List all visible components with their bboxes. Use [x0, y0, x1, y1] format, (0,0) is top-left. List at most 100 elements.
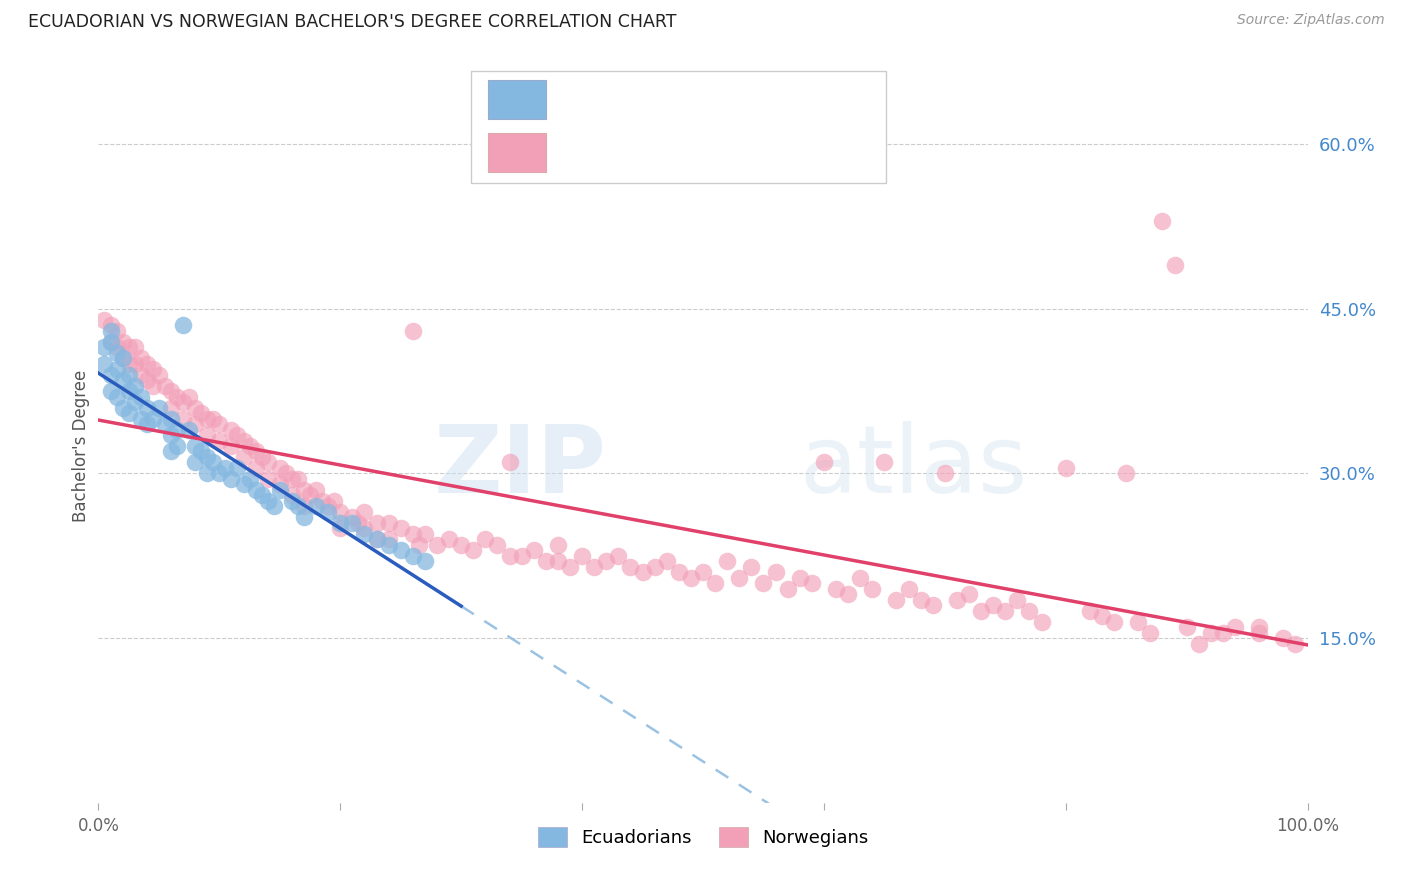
Point — [232, 434, 254, 448]
Point — [353, 526, 375, 541]
Point — [547, 554, 569, 568]
Point — [716, 554, 738, 568]
Point — [111, 373, 134, 387]
Point — [118, 384, 141, 398]
Point — [292, 500, 315, 514]
Point — [208, 434, 231, 448]
Point — [353, 505, 375, 519]
Point — [142, 411, 165, 425]
Point — [728, 571, 751, 585]
Point — [837, 587, 859, 601]
Point — [124, 357, 146, 371]
Point — [105, 324, 128, 338]
Point — [655, 554, 678, 568]
Point — [160, 401, 183, 415]
Point — [595, 554, 617, 568]
Point — [160, 411, 183, 425]
Point — [498, 455, 520, 469]
Point — [111, 351, 134, 366]
Point — [135, 373, 157, 387]
Point — [160, 444, 183, 458]
Point — [148, 368, 170, 382]
Point — [184, 439, 207, 453]
Point — [849, 571, 872, 585]
Point — [897, 582, 920, 596]
Text: R = -0.579: R = -0.579 — [558, 145, 655, 162]
Point — [287, 500, 309, 514]
Point — [263, 500, 285, 514]
Point — [124, 378, 146, 392]
Point — [105, 362, 128, 376]
Point — [226, 428, 249, 442]
Text: Source: ZipAtlas.com: Source: ZipAtlas.com — [1237, 13, 1385, 28]
Point — [292, 510, 315, 524]
Point — [269, 461, 291, 475]
Point — [190, 406, 212, 420]
Point — [1199, 625, 1222, 640]
Point — [510, 549, 533, 563]
Point — [347, 516, 370, 530]
Text: atlas: atlas — [800, 421, 1028, 514]
Text: ZIP: ZIP — [433, 421, 606, 514]
Point — [124, 395, 146, 409]
Point — [269, 483, 291, 497]
Point — [679, 571, 702, 585]
Point — [437, 533, 460, 547]
Point — [377, 538, 399, 552]
Point — [142, 378, 165, 392]
Point — [946, 592, 969, 607]
Point — [142, 362, 165, 376]
Point — [342, 510, 364, 524]
Point — [1249, 620, 1271, 634]
Point — [886, 592, 908, 607]
Point — [1249, 625, 1271, 640]
Point — [232, 477, 254, 491]
Point — [1272, 631, 1295, 645]
Point — [523, 543, 546, 558]
Point — [1128, 615, 1150, 629]
Legend: Ecuadorians, Norwegians: Ecuadorians, Norwegians — [530, 820, 876, 855]
Point — [299, 488, 322, 502]
Point — [111, 351, 134, 366]
Point — [873, 455, 896, 469]
Point — [202, 455, 225, 469]
Point — [981, 598, 1004, 612]
Point — [118, 406, 141, 420]
Point — [179, 390, 201, 404]
Point — [389, 521, 412, 535]
Point — [311, 494, 333, 508]
Point — [1115, 467, 1137, 481]
Point — [245, 444, 267, 458]
Point — [111, 401, 134, 415]
Point — [93, 340, 115, 354]
Point — [245, 461, 267, 475]
Point — [1152, 214, 1174, 228]
Point — [1188, 637, 1211, 651]
Point — [124, 340, 146, 354]
Point — [226, 461, 249, 475]
Point — [408, 538, 430, 552]
Point — [250, 450, 273, 464]
Point — [184, 401, 207, 415]
Point — [129, 411, 152, 425]
Point — [100, 334, 122, 349]
Point — [292, 483, 315, 497]
Point — [583, 559, 606, 574]
Point — [135, 357, 157, 371]
Point — [172, 395, 194, 409]
Point — [160, 384, 183, 398]
Point — [1031, 615, 1053, 629]
Point — [813, 455, 835, 469]
Point — [377, 516, 399, 530]
Text: N = 145: N = 145 — [720, 145, 800, 162]
Point — [256, 494, 278, 508]
Point — [100, 384, 122, 398]
Point — [957, 587, 980, 601]
Point — [195, 428, 218, 442]
Point — [800, 576, 823, 591]
Point — [463, 543, 485, 558]
Point — [558, 559, 581, 574]
Point — [740, 559, 762, 574]
Point — [1054, 461, 1077, 475]
Point — [970, 604, 993, 618]
